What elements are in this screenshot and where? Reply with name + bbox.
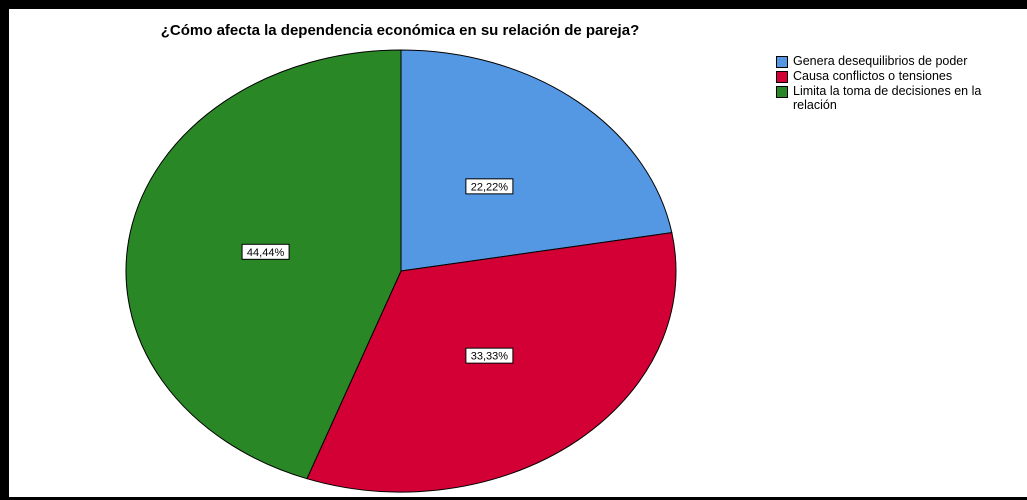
legend-item-limita-toma-decisiones: Limita la toma de decisiones en la relac… bbox=[776, 84, 1026, 112]
legend-item-causa-conflictos: Causa conflictos o tensiones bbox=[776, 69, 1026, 83]
legend-swatch bbox=[776, 86, 788, 98]
slice-limita-toma-decisiones bbox=[125, 49, 402, 480]
data-label-box bbox=[241, 243, 290, 260]
data-label-text: 44,44% bbox=[247, 247, 285, 259]
data-label: 44,44% bbox=[241, 243, 290, 260]
slice-genera-desequilibrios bbox=[400, 49, 673, 272]
legend-item-genera-desequilibrios: Genera desequilibrios de poder bbox=[776, 54, 1026, 68]
legend-swatch bbox=[776, 71, 788, 83]
legend-label: Limita la toma de decisiones en la relac… bbox=[793, 84, 982, 112]
legend-swatch bbox=[776, 56, 788, 68]
data-label-box bbox=[465, 178, 514, 195]
legend-label: Genera desequilibrios de poder bbox=[793, 54, 968, 68]
legend-label: Causa conflictos o tensiones bbox=[793, 69, 953, 83]
data-label-box bbox=[465, 347, 514, 364]
data-label: 33,33% bbox=[465, 347, 514, 364]
chart-title: ¿Cómo afecta la dependencia económica en… bbox=[160, 22, 640, 39]
data-label: 22,22% bbox=[465, 178, 514, 195]
data-label-text: 33,33% bbox=[471, 351, 509, 363]
legend: Genera desequilibrios de poder Causa con… bbox=[776, 54, 1026, 113]
data-label-text: 22,22% bbox=[471, 181, 509, 193]
